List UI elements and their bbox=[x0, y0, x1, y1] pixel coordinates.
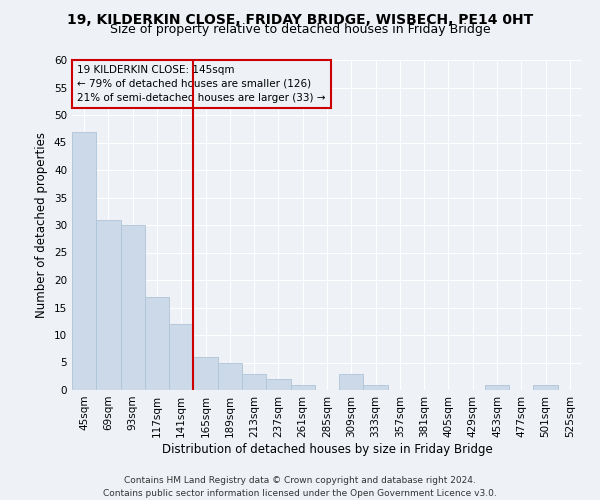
Bar bbox=[339, 374, 364, 390]
Bar bbox=[193, 357, 218, 390]
Bar bbox=[290, 384, 315, 390]
Text: 19, KILDERKIN CLOSE, FRIDAY BRIDGE, WISBECH, PE14 0HT: 19, KILDERKIN CLOSE, FRIDAY BRIDGE, WISB… bbox=[67, 12, 533, 26]
Text: Contains HM Land Registry data © Crown copyright and database right 2024.
Contai: Contains HM Land Registry data © Crown c… bbox=[103, 476, 497, 498]
Bar bbox=[96, 220, 121, 390]
Text: Size of property relative to detached houses in Friday Bridge: Size of property relative to detached ho… bbox=[110, 22, 490, 36]
Y-axis label: Number of detached properties: Number of detached properties bbox=[35, 132, 49, 318]
Bar bbox=[242, 374, 266, 390]
Bar bbox=[121, 225, 145, 390]
Bar bbox=[72, 132, 96, 390]
X-axis label: Distribution of detached houses by size in Friday Bridge: Distribution of detached houses by size … bbox=[161, 442, 493, 456]
Bar bbox=[145, 296, 169, 390]
Bar bbox=[364, 384, 388, 390]
Bar bbox=[266, 379, 290, 390]
Text: 19 KILDERKIN CLOSE: 145sqm
← 79% of detached houses are smaller (126)
21% of sem: 19 KILDERKIN CLOSE: 145sqm ← 79% of deta… bbox=[77, 65, 326, 103]
Bar bbox=[169, 324, 193, 390]
Bar bbox=[218, 362, 242, 390]
Bar bbox=[533, 384, 558, 390]
Bar bbox=[485, 384, 509, 390]
